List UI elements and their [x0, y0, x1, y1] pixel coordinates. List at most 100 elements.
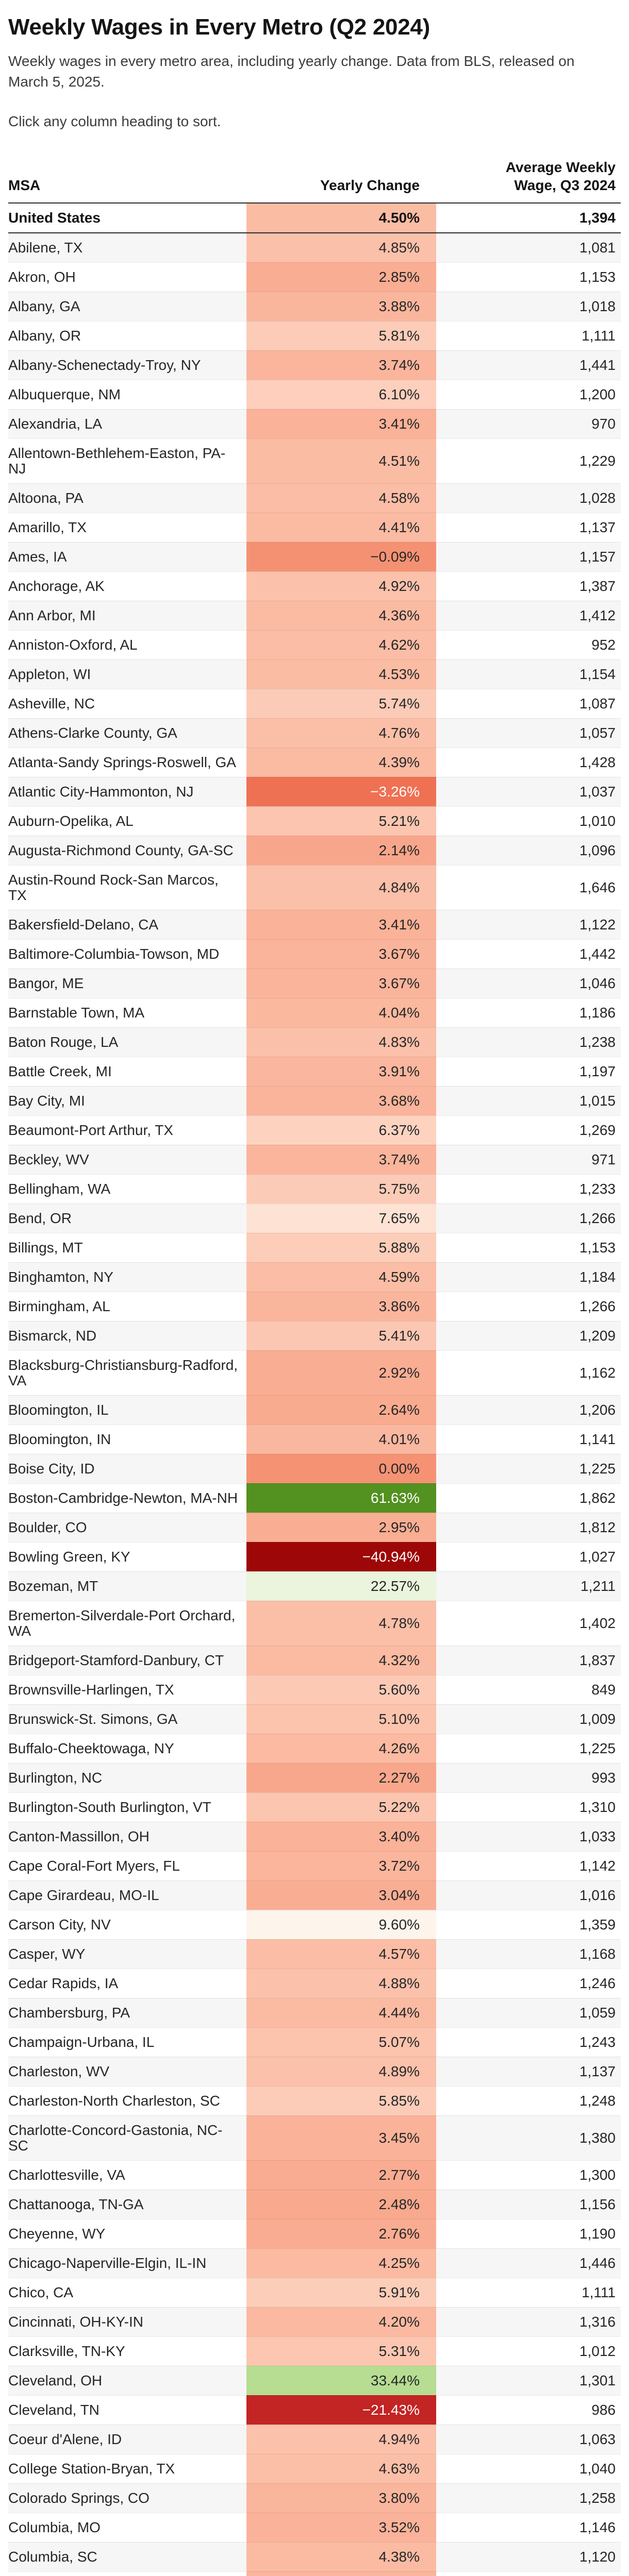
msa-cell: Brunswick-St. Simons, GA [8, 1704, 246, 1734]
msa-cell: Albuquerque, NM [8, 379, 246, 410]
yearly-change-cell: 5.91% [246, 2277, 436, 2308]
msa-cell: Columbia, MO [8, 2512, 246, 2543]
wage-cell: 1,016 [436, 1880, 621, 1910]
wage-cell: 1,157 [436, 541, 621, 572]
msa-cell: Boulder, CO [8, 1512, 246, 1543]
msa-cell: Albany, GA [8, 291, 246, 321]
wages-table: MSA Yearly Change Average Weekly Wage, Q… [8, 158, 621, 2576]
wage-cell: 1,046 [436, 968, 621, 998]
yearly-change-cell: 5.60% [246, 1674, 436, 1705]
table-row: Birmingham, AL 3.86% 1,266 [8, 1291, 621, 1321]
msa-cell: Birmingham, AL [8, 1291, 246, 1321]
msa-cell: Bellingham, WA [8, 1174, 246, 1204]
msa-cell: Blacksburg-Christiansburg-Radford, VA [8, 1350, 246, 1396]
table-row: Beaumont-Port Arthur, TX 6.37% 1,269 [8, 1115, 621, 1145]
table-row: Cleveland, OH 33.44% 1,301 [8, 2365, 621, 2396]
yearly-change-cell: 6.10% [246, 379, 436, 410]
yearly-change-cell: 3.88% [246, 291, 436, 321]
yearly-change-cell: 5.85% [246, 2086, 436, 2116]
msa-cell: Baton Rouge, LA [8, 1027, 246, 1057]
yearly-change-cell: 4.26% [246, 1733, 436, 1764]
wage-cell: 1,153 [436, 262, 621, 292]
table-row: Bangor, ME 3.67% 1,046 [8, 968, 621, 998]
yearly-change-cell: 4.83% [246, 1027, 436, 1057]
msa-cell: Altoona, PA [8, 483, 246, 513]
yearly-change-cell: 0.00% [246, 1453, 436, 1484]
msa-cell: College Station-Bryan, TX [8, 2453, 246, 2484]
table-row: Charlotte-Concord-Gastonia, NC-SC 3.45% 1,… [8, 2115, 621, 2161]
wage-cell: 1,441 [436, 350, 621, 380]
yearly-change-cell: 3.67% [246, 968, 436, 998]
wage-cell: 1,018 [436, 291, 621, 321]
yearly-change-cell: 22.57% [246, 1571, 436, 1601]
wage-cell: 1,394 [436, 202, 621, 233]
yearly-change-cell: 2.64% [246, 1395, 436, 1425]
table-row: Burlington, NC 2.27% 993 [8, 1762, 621, 1793]
yearly-change-cell: 3.04% [246, 1880, 436, 1910]
column-header-msa[interactable]: MSA [8, 158, 246, 204]
yearly-change-cell: 4.57% [246, 1939, 436, 1969]
yearly-change-cell: 4.92% [246, 571, 436, 601]
msa-cell: Chattanooga, TN-GA [8, 2189, 246, 2219]
yearly-change-cell: 4.84% [246, 865, 436, 910]
wage-cell: 1,402 [436, 1600, 621, 1646]
msa-cell: Bloomington, IN [8, 1424, 246, 1454]
msa-cell: Columbia, SC [8, 2541, 246, 2572]
yearly-change-cell: −21.43% [246, 2395, 436, 2425]
table-row: Baton Rouge, LA 4.83% 1,238 [8, 1027, 621, 1057]
msa-cell: Brownsville-Harlingen, TX [8, 1674, 246, 1705]
wage-cell: 1,009 [436, 1704, 621, 1734]
column-header-yearly-change[interactable]: Yearly Change [246, 158, 436, 204]
yearly-change-cell: 5.81% [246, 320, 436, 351]
column-header-avg-weekly-wage[interactable]: Average Weekly Wage, Q3 2024 [436, 158, 621, 204]
table-row: Bridgeport-Stamford-Danbury, CT 4.32% 1,83… [8, 1645, 621, 1675]
table-row: Beckley, WV 3.74% 971 [8, 1144, 621, 1175]
wage-cell: 1,111 [436, 2277, 621, 2308]
yearly-change-cell: 4.20% [246, 2307, 436, 2337]
table-row: Atlantic City-Hammonton, NJ −3.26% 1,037 [8, 776, 621, 807]
wage-cell: 1,246 [436, 1968, 621, 1998]
yearly-change-cell: 2.27% [246, 1762, 436, 1793]
table-row: Columbia, SC 4.38% 1,120 [8, 2541, 621, 2572]
yearly-change-cell: 2.95% [246, 1512, 436, 1543]
msa-cell: Atlanta-Sandy Springs-Roswell, GA [8, 747, 246, 777]
table-row: Canton-Massillon, OH 3.40% 1,033 [8, 1821, 621, 1852]
msa-cell: Albany, OR [8, 320, 246, 351]
wage-cell: 971 [436, 1144, 621, 1175]
table-row: Colorado Springs, CO 3.80% 1,258 [8, 2483, 621, 2513]
wage-cell: 1,141 [436, 1424, 621, 1454]
msa-cell: Asheville, NC [8, 688, 246, 719]
msa-cell: Beaumont-Port Arthur, TX [8, 1115, 246, 1145]
yearly-change-cell: 4.36% [246, 600, 436, 631]
table-row: Asheville, NC 5.74% 1,087 [8, 688, 621, 719]
wage-cell: 1,316 [436, 2307, 621, 2337]
msa-cell: Bismarck, ND [8, 1320, 246, 1351]
yearly-change-cell: 4.89% [246, 2056, 436, 2087]
column-header-avg-weekly-wage-line2: Wage, Q3 2024 [514, 177, 616, 193]
table-row: College Station-Bryan, TX 4.63% 1,040 [8, 2453, 621, 2484]
yearly-change-cell: 4.50% [246, 202, 436, 233]
yearly-change-cell: 2.48% [246, 2189, 436, 2219]
msa-cell: Atlantic City-Hammonton, NJ [8, 776, 246, 807]
yearly-change-cell: 5.22% [246, 1792, 436, 1822]
table-row: Cape Girardeau, MO-IL 3.04% 1,016 [8, 1880, 621, 1910]
table-row: Albany-Schenectady-Troy, NY 3.74% 1,441 [8, 350, 621, 380]
table-row: Barnstable Town, MA 4.04% 1,186 [8, 997, 621, 1028]
yearly-change-cell: 3.67% [246, 939, 436, 969]
msa-cell: Burlington-South Burlington, VT [8, 1792, 246, 1822]
table-row: Austin-Round Rock-San Marcos, TX 4.84% 1,6… [8, 865, 621, 910]
table-row: Charleston, WV 4.89% 1,137 [8, 2056, 621, 2087]
table-row: Burlington-South Burlington, VT 5.22% 1,31… [8, 1792, 621, 1822]
table-row: Billings, MT 5.88% 1,153 [8, 1232, 621, 1263]
wage-cell: 1,380 [436, 2115, 621, 2161]
msa-cell: Baltimore-Columbia-Towson, MD [8, 939, 246, 969]
yearly-change-cell: 3.86% [246, 1291, 436, 1321]
yearly-change-cell: 3.74% [246, 350, 436, 380]
msa-cell: Champaign-Urbana, IL [8, 2027, 246, 2057]
wage-cell: 1,028 [436, 483, 621, 513]
table-row: Ann Arbor, MI 4.36% 1,412 [8, 600, 621, 631]
yearly-change-cell: 5.31% [246, 2336, 436, 2366]
yearly-change-cell: 3.74% [246, 1144, 436, 1175]
table-row: Cleveland, TN −21.43% 986 [8, 2395, 621, 2425]
